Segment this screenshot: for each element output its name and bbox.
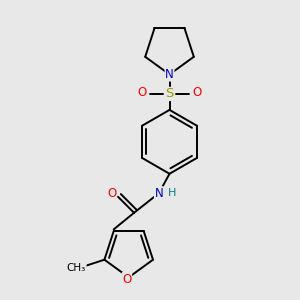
Text: H: H [168,188,176,198]
Text: CH₃: CH₃ [67,263,86,273]
Text: N: N [154,187,163,200]
Text: N: N [165,68,174,81]
Text: O: O [192,86,202,99]
Text: O: O [122,273,132,286]
Text: S: S [165,87,174,101]
Text: O: O [138,86,147,99]
Text: O: O [107,187,116,200]
